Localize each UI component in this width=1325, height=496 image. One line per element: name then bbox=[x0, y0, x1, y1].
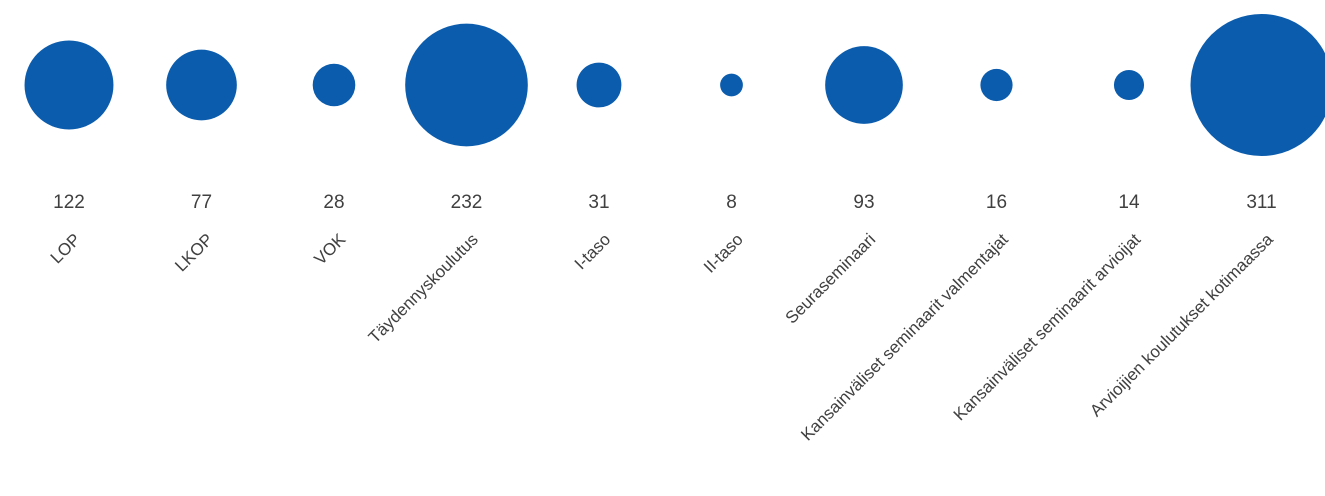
category-label-2: LKOP bbox=[171, 230, 217, 276]
value-label-8: 16 bbox=[986, 192, 1007, 213]
value-label-7: 93 bbox=[853, 192, 874, 213]
value-label-1: 122 bbox=[53, 192, 85, 213]
category-label-7: Seuraseminaari bbox=[782, 230, 880, 328]
bubble-9 bbox=[1113, 69, 1145, 101]
bubble-series bbox=[24, 14, 1325, 156]
bubble-7 bbox=[825, 46, 903, 124]
bubble-5 bbox=[576, 62, 622, 108]
bubble-2 bbox=[166, 49, 237, 121]
value-label-2: 77 bbox=[191, 192, 212, 213]
bubble-3 bbox=[312, 63, 356, 107]
category-label-5: I-taso bbox=[571, 230, 615, 274]
bubble-1 bbox=[24, 40, 114, 130]
value-label-3: 28 bbox=[323, 192, 344, 213]
bubble-4 bbox=[405, 23, 528, 147]
value-label-5: 31 bbox=[588, 192, 609, 213]
category-label-6: II-taso bbox=[700, 230, 747, 277]
bubble-8 bbox=[980, 68, 1013, 102]
value-label-4: 232 bbox=[451, 192, 483, 213]
category-labels: LOP LKOP VOK Täydennyskoulutus I-taso II-taso… bbox=[47, 229, 1277, 444]
bubble-10 bbox=[1190, 14, 1325, 156]
category-label-3: VOK bbox=[310, 229, 349, 268]
value-labels: 122 77 28 232 31 8 93 16 14 311 bbox=[53, 192, 1277, 213]
value-label-6: 8 bbox=[726, 192, 737, 213]
bubble-6 bbox=[720, 73, 743, 97]
category-label-8: Kansainväliset seminaarit valmentajat bbox=[797, 230, 1012, 445]
category-label-1: LOP bbox=[47, 230, 84, 267]
category-label-4: Täydennyskoulutus bbox=[365, 230, 482, 347]
value-label-10: 311 bbox=[1246, 192, 1276, 213]
value-label-9: 14 bbox=[1118, 192, 1140, 213]
